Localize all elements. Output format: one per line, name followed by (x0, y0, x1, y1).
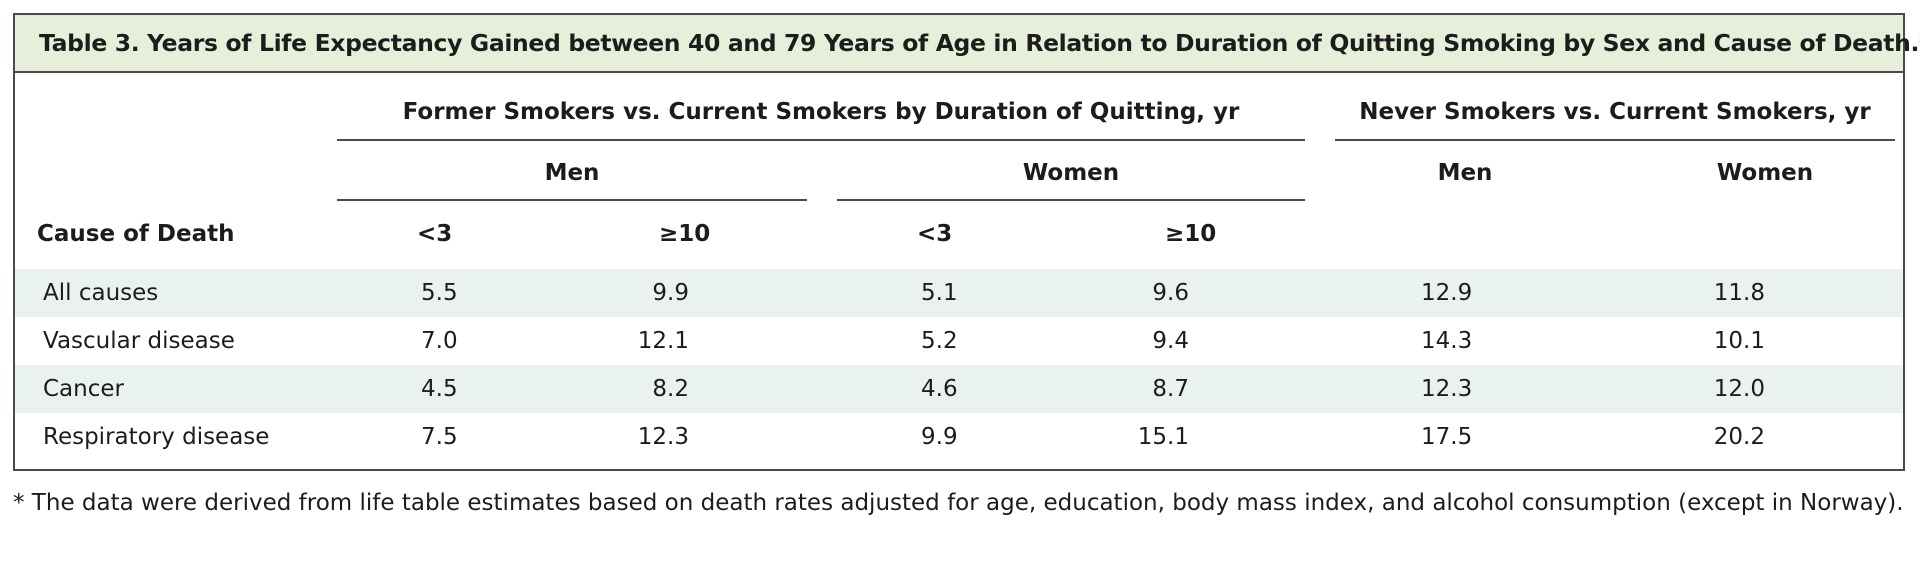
cell-women-ge10: 9.6 (1152, 280, 1189, 306)
cell-cause: Cancer (43, 376, 124, 402)
cell-women-lt3: 9.9 (921, 424, 958, 450)
cell-men-lt3: 4.5 (421, 376, 458, 402)
table-row: All causes 5.5 9.9 5.1 9.6 12.9 11.8 (15, 269, 1903, 317)
column-header-cause: Cause of Death (37, 221, 235, 247)
cell-never-men: 12.3 (1421, 376, 1473, 402)
column-header-women-lt3: <3 (917, 221, 953, 247)
subheader-rule-men (337, 199, 807, 201)
column-header-men-ge10: ≥10 (659, 221, 711, 247)
cell-never-women: 12.0 (1713, 376, 1765, 402)
table-title: Table 3. Years of Life Expectancy Gained… (15, 15, 1920, 73)
group-rule-former (337, 139, 1305, 141)
column-header-men-lt3: <3 (417, 221, 453, 247)
subheader-former-men: Men (544, 160, 600, 186)
cell-women-ge10: 15.1 (1137, 424, 1189, 450)
cell-women-lt3: 4.6 (921, 376, 958, 402)
table-row: Respiratory disease 7.5 12.3 9.9 15.1 17… (15, 413, 1903, 461)
table-row: Vascular disease 7.0 12.1 5.2 9.4 14.3 1… (15, 317, 1903, 365)
cell-men-lt3: 7.0 (421, 328, 458, 354)
group-header-never-smokers: Never Smokers vs. Current Smokers, yr (1359, 99, 1871, 125)
cell-women-lt3: 5.1 (921, 280, 958, 306)
cell-cause: Respiratory disease (43, 424, 270, 450)
cell-women-lt3: 5.2 (921, 328, 958, 354)
table-frame: Table 3. Years of Life Expectancy Gained… (13, 13, 1920, 471)
subheader-former-women: Women (1022, 160, 1120, 186)
cell-cause: Vascular disease (43, 328, 235, 354)
group-rule-never (1335, 139, 1895, 141)
subheader-never-men: Men (1437, 160, 1493, 186)
cell-women-ge10: 9.4 (1152, 328, 1189, 354)
cell-never-women: 11.8 (1713, 280, 1765, 306)
cell-never-men: 14.3 (1421, 328, 1473, 354)
cell-cause: All causes (43, 280, 159, 306)
cell-women-ge10: 8.7 (1152, 376, 1189, 402)
cell-never-men: 12.9 (1421, 280, 1473, 306)
group-header-former-smokers: Former Smokers vs. Current Smokers by Du… (402, 99, 1240, 125)
cell-men-ge10: 12.3 (637, 424, 689, 450)
cell-never-women: 10.1 (1713, 328, 1765, 354)
cell-men-ge10: 8.2 (652, 376, 689, 402)
cell-men-lt3: 5.5 (421, 280, 458, 306)
cell-men-ge10: 9.9 (652, 280, 689, 306)
cell-never-women: 20.2 (1713, 424, 1765, 450)
cell-men-ge10: 12.1 (637, 328, 689, 354)
table-row: Cancer 4.5 8.2 4.6 8.7 12.3 12.0 (15, 365, 1903, 413)
cell-men-lt3: 7.5 (421, 424, 458, 450)
subheader-rule-women (837, 199, 1305, 201)
column-header-women-ge10: ≥10 (1165, 221, 1217, 247)
table-footnote: * The data were derived from life table … (13, 490, 1904, 516)
cell-never-men: 17.5 (1421, 424, 1473, 450)
subheader-never-women: Women (1716, 160, 1814, 186)
